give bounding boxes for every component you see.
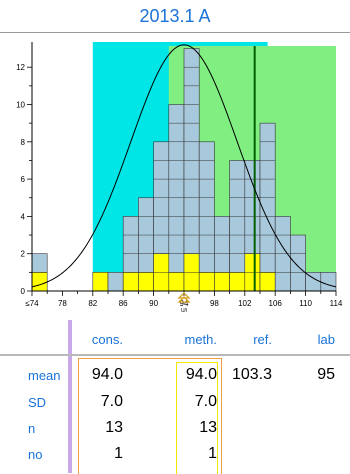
header-divider — [0, 354, 350, 356]
x-tick-label: 114 — [330, 299, 343, 308]
x-tick-label: 110 — [299, 299, 312, 308]
stat-cell: 1 — [114, 445, 123, 462]
x-tick-label: 98 — [210, 299, 219, 308]
stat-cell: 94.0 — [185, 366, 217, 383]
histogram-chart: 0 2 4 6 8 10 12 ≤74 78 82 86 90 94 98 102 106 110 114 U/l — [16, 42, 343, 314]
stat-cell: 103.3 — [231, 366, 272, 383]
x-tick-label: 94 — [180, 299, 189, 308]
y-tick-label: 0 — [21, 287, 26, 296]
histogram-bar-highlight — [92, 272, 109, 292]
consensus-marker-icon — [177, 296, 191, 303]
histogram-bar-highlight — [31, 272, 48, 292]
y-tick-label: 2 — [21, 250, 26, 259]
title-divider — [0, 32, 350, 33]
histogram-bar — [244, 160, 261, 254]
x-tick-label: 102 — [238, 299, 252, 308]
histogram-bar-highlight — [198, 272, 215, 292]
column-header: ref. — [253, 332, 272, 347]
y-tick-label: 10 — [16, 101, 25, 110]
histogram-bar — [122, 216, 139, 273]
stat-cell: 7.0 — [194, 393, 217, 410]
histogram-bar — [31, 253, 48, 273]
label-column-divider — [68, 320, 72, 473]
histogram-bar — [214, 216, 230, 273]
x-tick-label: 82 — [88, 299, 97, 308]
histogram-bar — [183, 48, 200, 254]
stat-cell: 95 — [317, 366, 335, 383]
x-tick-label: 90 — [149, 299, 158, 308]
stat-cell: 7.0 — [100, 393, 123, 410]
histogram-bar-highlight — [138, 272, 154, 292]
row-label: no — [28, 447, 43, 462]
histogram-bar — [320, 272, 337, 292]
x-tick-label: 86 — [119, 299, 128, 308]
histogram-bar — [290, 234, 306, 292]
column-header: meth. — [184, 332, 217, 347]
stats-table: cons. meth. ref. lab mean 94.0 94.0 103.3 95 SD 7.… — [0, 320, 350, 474]
histogram-bar-highlight — [168, 272, 185, 292]
y-tick-label: 8 — [21, 138, 26, 147]
histogram-bar-highlight — [259, 272, 276, 292]
histogram-bar-highlight — [229, 272, 246, 292]
consensus-method-box — [78, 358, 222, 474]
histogram-bar — [168, 104, 185, 273]
row-label: mean — [28, 368, 61, 383]
stat-cell: 13 — [199, 419, 217, 436]
row-label: SD — [28, 395, 47, 410]
histogram-bar — [107, 272, 124, 292]
histogram-bar-highlight — [122, 272, 139, 292]
stat-cell: 13 — [105, 419, 123, 436]
y-tick-label: 12 — [16, 63, 25, 72]
chart-title: 2013.1 A — [139, 6, 211, 26]
stat-cell: 94.0 — [91, 366, 123, 383]
normal-distribution-curve — [31, 44, 337, 288]
y-tick-label: 6 — [21, 175, 26, 184]
y-tick-label: 4 — [21, 212, 26, 221]
consensus-marker-icon — [177, 292, 191, 299]
histogram-bar-highlight — [214, 272, 230, 292]
x-unit-label: U/l — [181, 308, 187, 314]
histogram-bar — [198, 141, 215, 273]
column-header: cons. — [91, 332, 123, 347]
stat-cell: 1 — [208, 445, 217, 462]
column-header: lab — [317, 332, 335, 347]
x-tick-label: 78 — [58, 299, 67, 308]
method-column-highlight — [176, 362, 218, 474]
x-tick-label: ≤74 — [25, 299, 39, 308]
x-tick-label: 106 — [269, 299, 283, 308]
row-label: n — [28, 421, 36, 436]
